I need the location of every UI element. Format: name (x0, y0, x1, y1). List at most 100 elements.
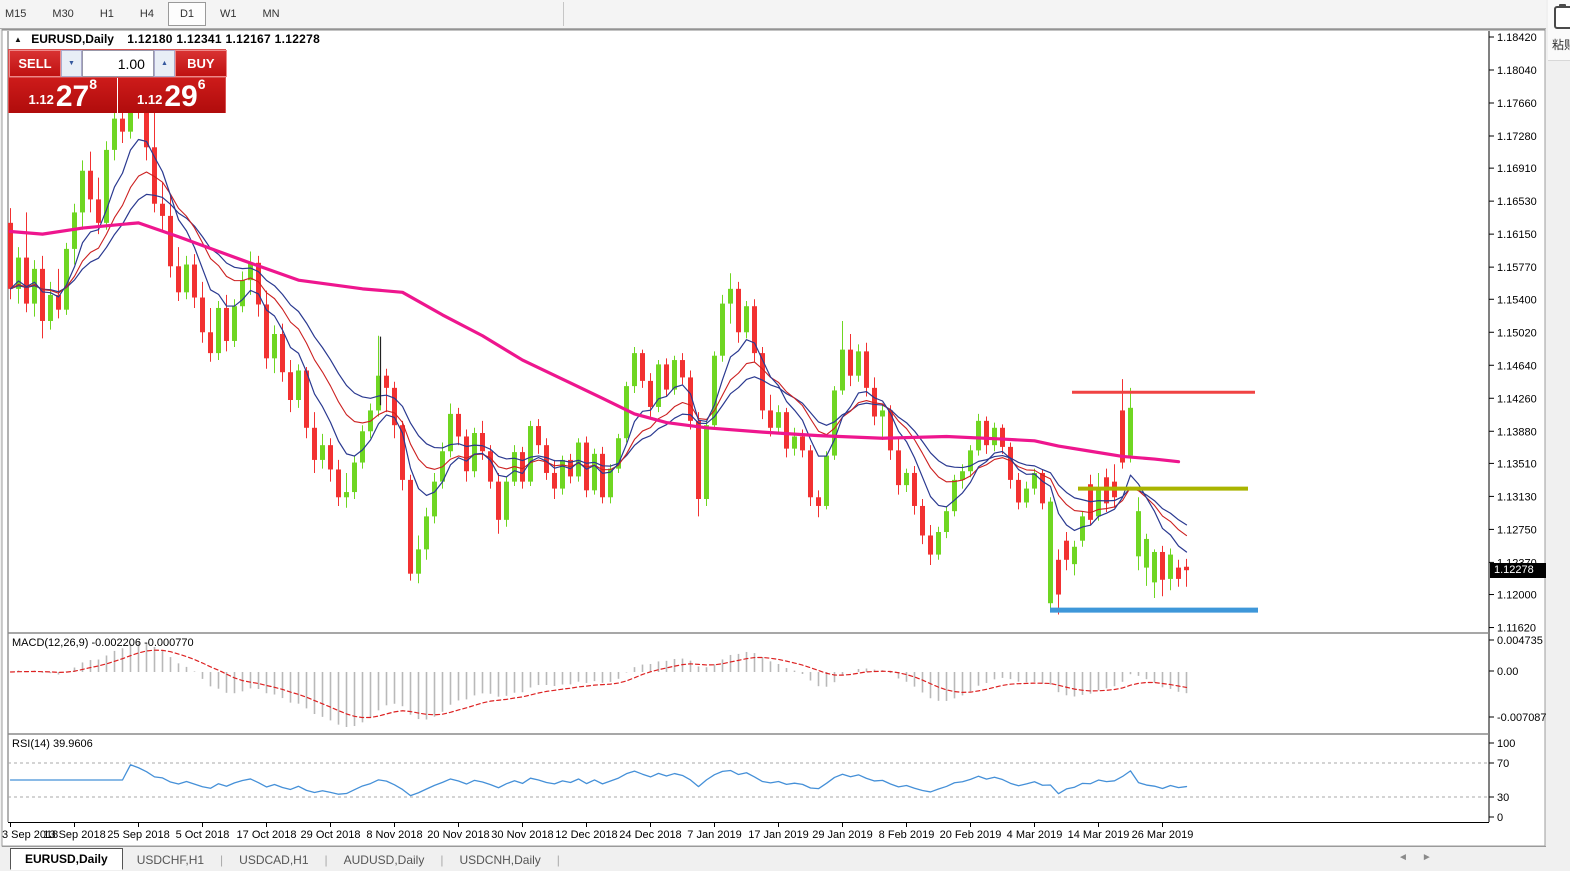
tab-usdchf-h1[interactable]: USDCHF,H1 (136, 852, 205, 867)
symbol-tab-bar: EURUSD,Daily USDCHF,H1 | USDCAD,H1 | AUD… (2, 846, 1546, 871)
candle-body (288, 372, 293, 401)
candle-body (1136, 511, 1141, 557)
buy-price-button[interactable]: 1.12 29 6 (117, 76, 225, 113)
paste-tool-card[interactable]: 粘贴 (1548, 0, 1570, 61)
candle-body (808, 450, 813, 498)
date-tick-label: 20 Nov 2018 (427, 829, 489, 841)
tab-scroll-arrows[interactable]: ◄► (1398, 852, 1446, 863)
tab-eurusd-daily[interactable]: EURUSD,Daily (10, 847, 123, 870)
candle-body (720, 303, 725, 356)
macd-tick-label: 0.00 (1497, 666, 1518, 678)
candle-body (472, 433, 477, 472)
sell-price-button[interactable]: 1.12 27 8 (9, 76, 118, 113)
timeframe-m15-button[interactable]: M15 (0, 2, 38, 26)
tab-separator: | (556, 852, 560, 867)
timeframe-m30-button[interactable]: M30 (40, 2, 85, 26)
candle-body (624, 386, 629, 439)
price-tick-label: 1.17280 (1497, 131, 1537, 143)
candle-body (536, 426, 541, 446)
candle-body (776, 412, 781, 428)
candle-body (688, 377, 693, 421)
candle-body (328, 445, 333, 470)
candle-body (168, 215, 173, 267)
tab-usdcad-h1[interactable]: USDCAD,H1 (239, 852, 309, 867)
tab-audusd-daily[interactable]: AUDUSD,Daily (343, 852, 425, 867)
price-tick-label: 1.17660 (1497, 98, 1537, 110)
candle-body (800, 436, 805, 451)
candle-body (520, 452, 525, 482)
date-tick-label: 8 Feb 2019 (879, 829, 935, 841)
candle-body (504, 481, 509, 520)
candle-body (256, 262, 261, 305)
collapse-trade-panel-icon[interactable]: ▲ (14, 35, 22, 44)
candle-body (608, 468, 613, 498)
buy-price-pips: 29 (164, 80, 198, 113)
chart-window-bg (1, 28, 1546, 847)
candle-body (120, 118, 125, 132)
price-tick-label: 1.16530 (1497, 196, 1537, 208)
rsi-tick-label: 100 (1497, 738, 1515, 750)
candle-body (1048, 501, 1053, 604)
candle-body (944, 511, 949, 533)
candle-body (200, 297, 205, 333)
candle-body (16, 257, 21, 289)
candle-body (992, 427, 997, 446)
candle-body (1160, 551, 1165, 580)
candle-body (1024, 488, 1029, 503)
sell-button[interactable]: SELL (9, 50, 61, 77)
rsi-tick-label: 70 (1497, 758, 1509, 770)
candle-body (416, 549, 421, 574)
candle-body (112, 118, 117, 150)
candle-body (24, 257, 29, 304)
sell-price-pips: 27 (55, 80, 90, 113)
candle-body (1184, 566, 1189, 571)
price-tick-label: 1.15400 (1497, 294, 1537, 306)
macd-signal-line (9, 649, 1188, 719)
timeframe-h1-button[interactable]: H1 (88, 2, 126, 26)
candle-body (744, 306, 749, 333)
tab-usdcnh-daily[interactable]: USDCNH,Daily (459, 852, 541, 867)
one-click-trading-panel: SELL ▼ ▲ BUY 1.12 27 8 1.12 29 6 (8, 49, 227, 113)
candle-body (928, 535, 933, 555)
candle-body (456, 413, 461, 437)
candle-body (144, 108, 149, 148)
date-tick-label: 17 Oct 2018 (237, 829, 297, 841)
candle-body (240, 280, 245, 307)
candle-body (544, 445, 549, 473)
volume-decrease-button[interactable]: ▼ (61, 50, 82, 77)
volume-increase-button[interactable]: ▲ (153, 50, 175, 77)
timeframe-h4-button[interactable]: H4 (128, 2, 166, 26)
price-tick-label: 1.16910 (1497, 163, 1537, 175)
date-tick-label: 17 Jan 2019 (748, 829, 809, 841)
candle-body (872, 387, 877, 417)
rsi-line (9, 764, 1188, 797)
date-tick-label: 29 Oct 2018 (301, 829, 361, 841)
price-tick-label: 1.12000 (1497, 590, 1537, 602)
date-tick-label: 25 Sep 2018 (107, 829, 169, 841)
macd-tick-label: 0.004735 (1497, 635, 1543, 647)
candle-body (232, 306, 237, 341)
candle-body (264, 304, 269, 359)
price-tick-label: 1.12750 (1497, 524, 1537, 536)
buy-button[interactable]: BUY (174, 50, 227, 77)
candle-body (152, 147, 157, 204)
timeframe-d1-button[interactable]: D1 (167, 2, 206, 26)
candle-body (280, 334, 285, 373)
candle-body (1040, 472, 1045, 504)
price-tick-label: 1.18420 (1497, 32, 1537, 44)
candle-body (360, 431, 365, 463)
candle-body (896, 450, 901, 486)
candle-body (1064, 540, 1069, 560)
candle-body (648, 380, 653, 407)
volume-input[interactable] (81, 50, 154, 77)
candle-body (352, 462, 357, 493)
candle-body (224, 307, 229, 341)
candle-body (376, 375, 381, 411)
timeframe-mn-button[interactable]: MN (251, 2, 292, 26)
candle-body (496, 481, 501, 520)
candle-body (960, 471, 965, 480)
candle-body (984, 420, 989, 446)
timeframe-w1-button[interactable]: W1 (208, 2, 249, 26)
